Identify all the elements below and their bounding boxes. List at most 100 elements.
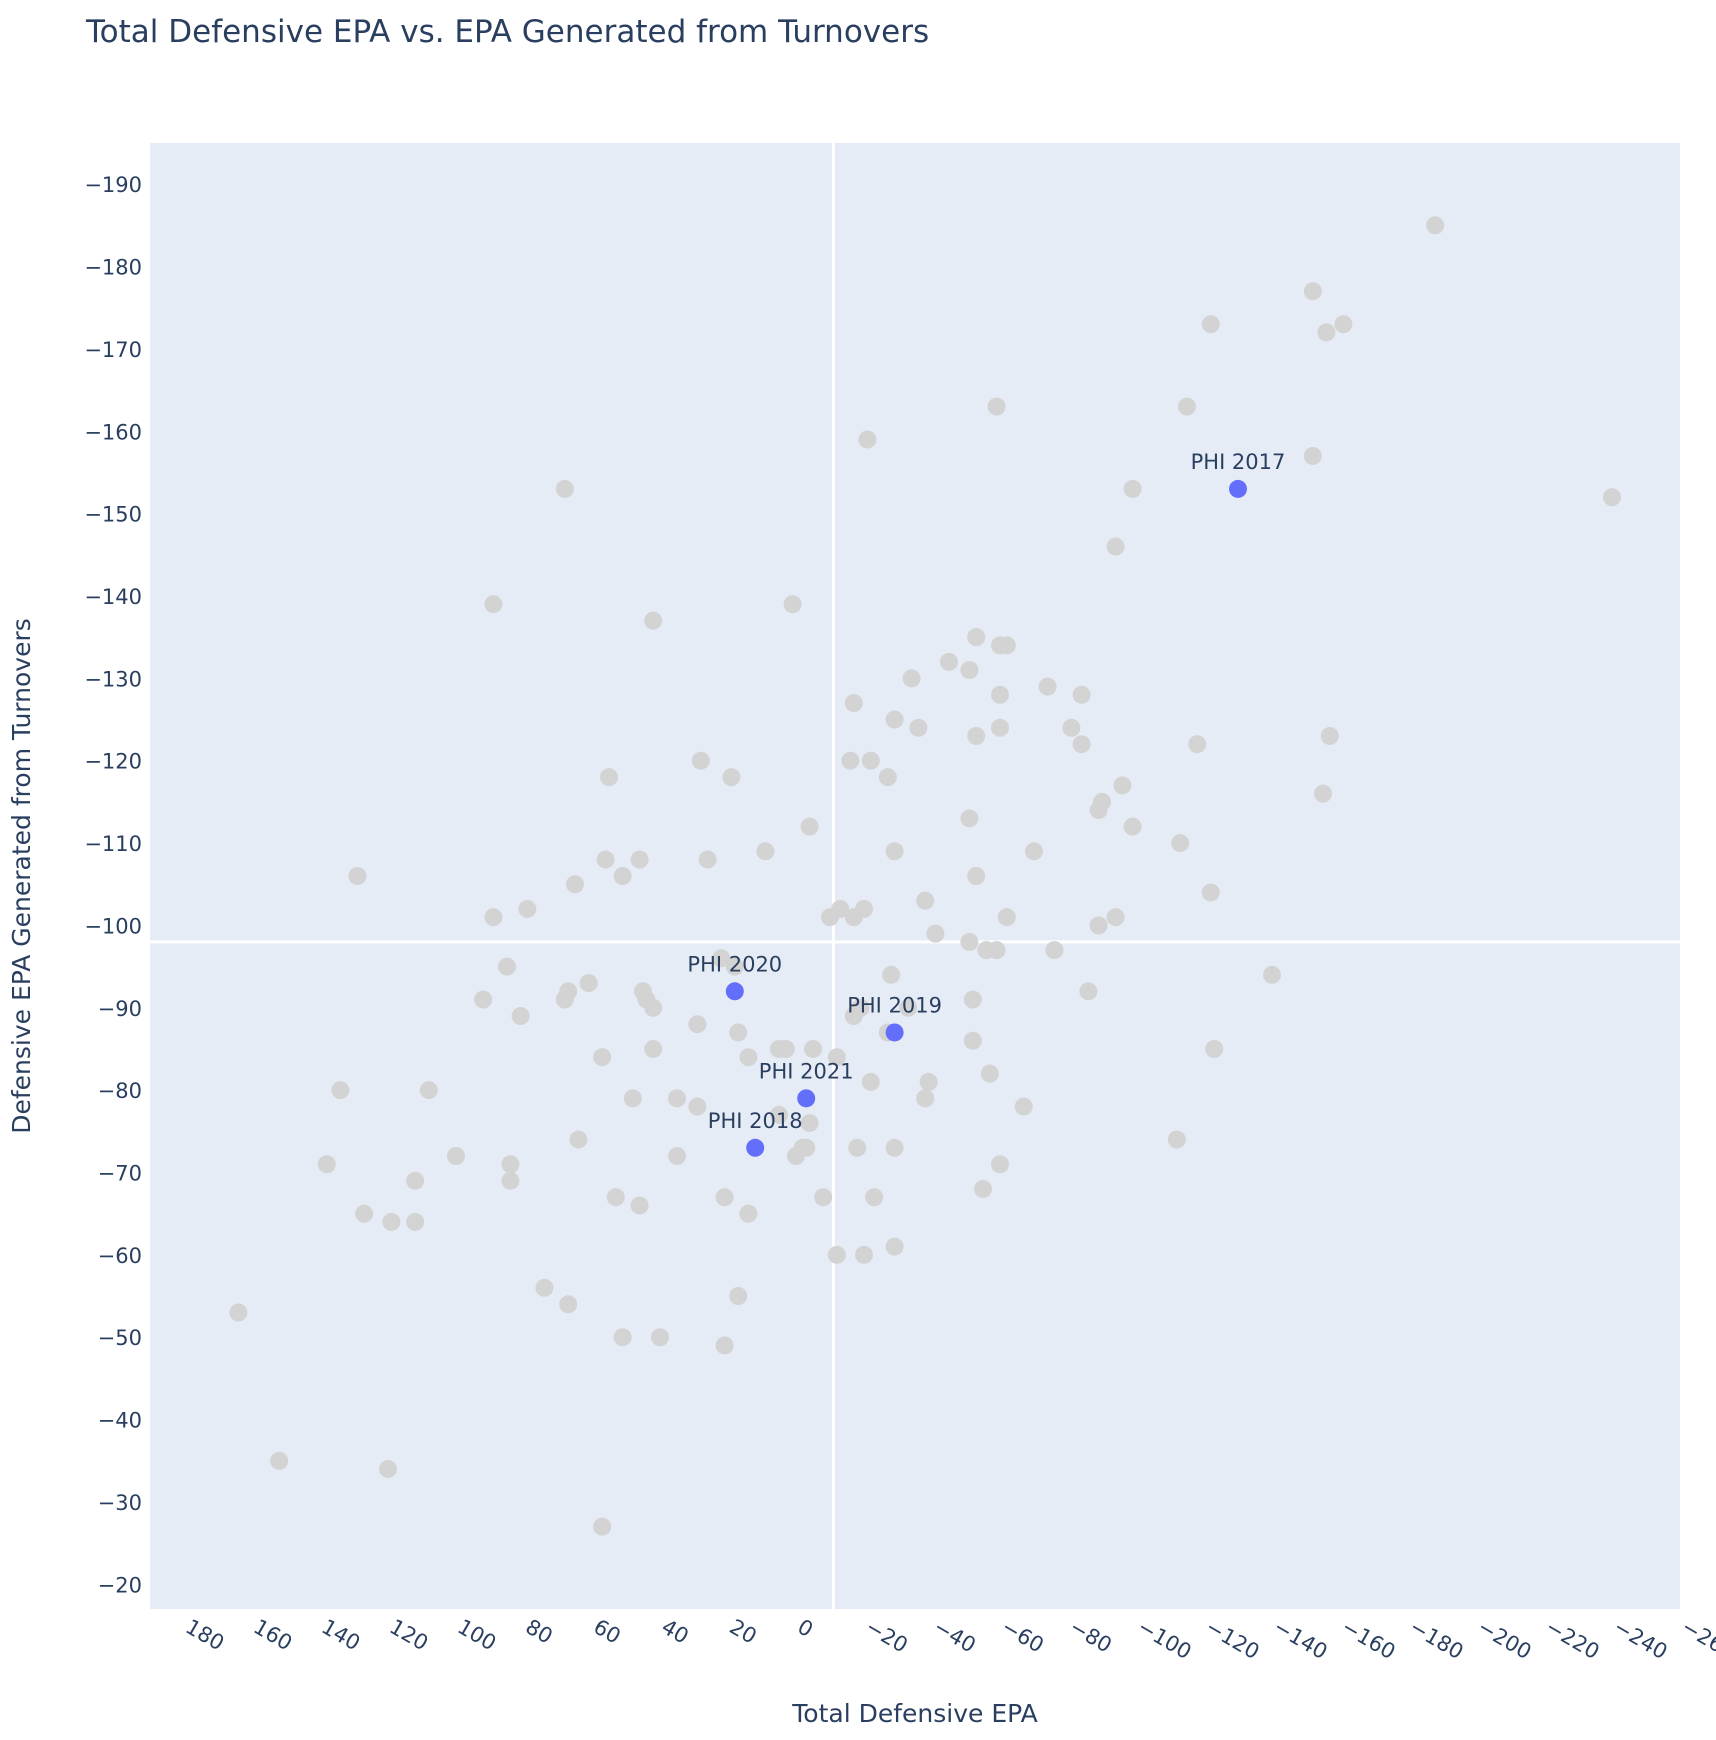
data-point — [1426, 216, 1445, 235]
x-tick-label: 40 — [658, 1615, 693, 1649]
x-axis-ticks: 180 160 140 120 100 80 60 40 20 0 −20 −40 −60 −80 −100… — [182, 1615, 1716, 1665]
data-point — [827, 1048, 846, 1067]
data-point — [861, 1072, 880, 1091]
x-tick-label: 100 — [454, 1615, 501, 1656]
data-point — [593, 1048, 612, 1067]
data-point — [1303, 446, 1322, 465]
data-point — [980, 1064, 999, 1083]
data-point — [623, 1089, 642, 1108]
data-point — [878, 768, 897, 787]
data-point — [1314, 784, 1332, 803]
data-point — [1317, 323, 1336, 342]
data-point — [991, 685, 1009, 704]
y-tick-label: −160 — [84, 420, 142, 444]
data-point — [1178, 397, 1196, 416]
phi-data-point — [746, 1138, 765, 1157]
phi-data-point — [725, 982, 744, 1001]
data-point — [960, 809, 979, 828]
data-point — [800, 1114, 819, 1133]
data-point — [960, 932, 979, 951]
data-point — [827, 1245, 846, 1264]
x-tick-label: −180 — [1406, 1615, 1468, 1665]
data-point — [1079, 982, 1098, 1001]
data-point — [559, 1295, 578, 1314]
data-point — [1089, 916, 1108, 935]
data-point — [518, 899, 537, 918]
data-point — [909, 718, 928, 737]
data-point — [317, 1155, 336, 1174]
x-tick-label: 160 — [250, 1615, 297, 1656]
data-point — [644, 611, 663, 630]
data-point — [831, 899, 850, 918]
data-point — [1334, 315, 1353, 334]
data-point — [644, 1039, 663, 1058]
data-point — [967, 628, 986, 647]
data-point — [712, 949, 731, 968]
phi-point-label: PHI 2020 — [687, 952, 782, 976]
data-point — [348, 867, 367, 885]
data-point — [899, 998, 918, 1017]
data-point — [987, 397, 1006, 416]
y-tick-label: −50 — [98, 1326, 142, 1350]
data-point — [1072, 735, 1091, 754]
x-tick-label: 140 — [318, 1615, 365, 1656]
y-tick-label: −60 — [98, 1244, 142, 1268]
data-point — [600, 768, 618, 787]
x-tick-label: −40 — [930, 1615, 980, 1658]
data-point — [355, 1204, 374, 1223]
data-point — [596, 850, 615, 869]
y-tick-label: −90 — [98, 997, 142, 1021]
x-tick-label: −200 — [1474, 1615, 1536, 1665]
data-point — [1045, 941, 1064, 960]
data-point — [997, 908, 1016, 927]
data-point — [613, 867, 632, 885]
data-point — [885, 1237, 904, 1256]
data-point — [814, 1188, 833, 1207]
data-point — [644, 998, 663, 1017]
data-point — [855, 899, 873, 918]
data-point — [722, 768, 741, 787]
data-point — [1106, 908, 1125, 927]
data-point — [406, 1171, 425, 1190]
x-tick-label: −160 — [1338, 1615, 1400, 1665]
data-point — [688, 1015, 707, 1034]
data-point — [1106, 537, 1125, 556]
data-point — [484, 908, 503, 927]
x-tick-label: −240 — [1610, 1615, 1672, 1665]
data-point — [651, 1328, 669, 1347]
chart-title: Total Defensive EPA vs. EPA Generated fr… — [85, 14, 929, 50]
phi-data-point — [1229, 479, 1247, 498]
data-point — [902, 669, 921, 688]
data-point — [1201, 315, 1220, 334]
y-tick-label: −140 — [84, 585, 142, 609]
data-point — [511, 1007, 530, 1026]
data-point — [715, 1188, 734, 1207]
data-point — [841, 751, 860, 770]
data-point — [967, 867, 986, 885]
y-tick-label: −110 — [84, 832, 142, 856]
x-tick-label: 0 — [794, 1615, 818, 1642]
y-tick-label: −180 — [84, 256, 142, 280]
data-point — [630, 850, 649, 869]
data-point — [1089, 801, 1108, 820]
y-tick-label: −150 — [84, 503, 142, 527]
data-point — [844, 1007, 863, 1026]
data-point — [1113, 776, 1132, 795]
plot-area — [150, 143, 1680, 1609]
data-point — [1320, 726, 1339, 745]
y-tick-label: −130 — [84, 667, 142, 691]
x-tick-label: −60 — [998, 1615, 1048, 1658]
data-point — [474, 990, 493, 1009]
data-point — [613, 1328, 632, 1347]
data-point — [1205, 1039, 1224, 1058]
data-point — [1123, 817, 1142, 836]
data-point — [926, 924, 945, 943]
data-point — [1171, 834, 1190, 853]
x-tick-label: 180 — [182, 1615, 229, 1656]
data-point — [715, 1336, 734, 1355]
data-point — [593, 1517, 612, 1536]
data-point — [804, 1039, 822, 1058]
data-point — [447, 1147, 465, 1166]
data-point — [844, 694, 863, 713]
